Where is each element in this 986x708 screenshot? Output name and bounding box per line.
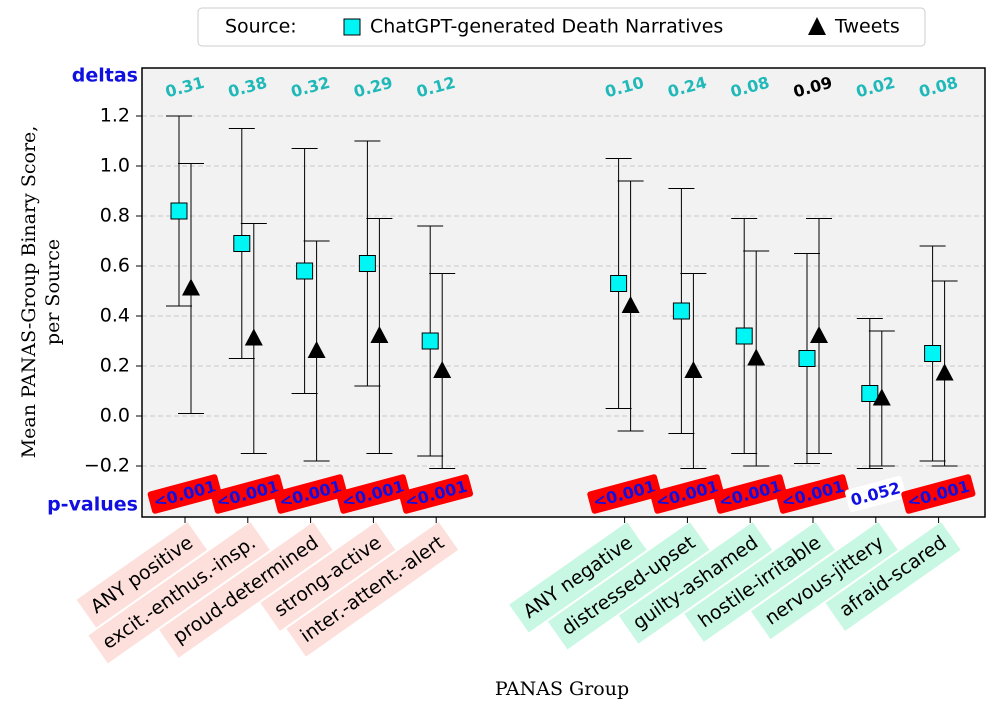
square-marker [798,350,816,367]
y-axis-label: Mean PANAS-Group Binary Score, [18,126,40,459]
p-value-box [336,474,411,514]
p-value-box [901,474,976,514]
triangle-marker [433,361,452,378]
x-axis-label: PANAS Group [495,678,629,700]
triangle-marker [747,348,766,366]
y-tick-label: 1.2 [100,105,130,127]
legend-marker [343,18,361,36]
triangle-marker [684,361,703,378]
p-values-label: p-values [47,494,138,516]
x-tick-box [618,522,773,644]
triangle-marker [307,341,326,358]
p-value-box [587,474,662,514]
square-marker [924,345,942,362]
triangle-marker [244,328,263,346]
x-tick-box [286,522,459,657]
y-tick-label: 0.0 [100,405,130,427]
legend-title: Source: [225,16,297,38]
deltas-label: deltas [72,65,138,87]
y-tick-label: 0.8 [100,205,130,227]
square-marker [672,302,690,320]
triangle-marker [935,363,954,381]
p-value-box [147,474,222,514]
y-tick-label: 0.4 [100,305,130,327]
p-value-box [398,474,474,514]
y-tick-label: 0.6 [100,255,130,277]
x-tick-box [159,522,333,658]
triangle-marker [182,278,200,296]
x-tick-box [684,522,836,642]
legend [197,7,926,47]
square-marker [735,327,753,345]
x-tick-box [260,522,396,631]
p-value-box [650,474,725,514]
plot-area [142,68,985,517]
triangle-marker [370,326,389,343]
square-marker [296,262,314,280]
x-tick-box [76,522,208,628]
p-value-box [775,474,850,514]
y-tick-label: −0.2 [84,455,130,477]
legend-label: Tweets [834,16,900,38]
p-value-box [844,476,907,513]
x-tick-box [547,522,710,650]
p-value-box [210,474,285,514]
plot-frame [141,67,986,518]
x-tick-box [509,522,647,633]
x-tick-box [751,522,898,640]
square-marker [358,255,376,272]
square-marker [610,275,628,292]
triangle-marker [872,388,891,406]
square-marker [170,202,188,220]
p-value-box [273,474,348,514]
triangle-marker [621,296,640,313]
y-tick-label: 0.2 [100,355,130,377]
y-axis-label: per Source [42,239,64,345]
legend-marker [808,17,826,35]
square-marker [233,235,251,252]
square-marker [861,385,879,402]
p-value-box [712,474,788,514]
x-tick-box [825,522,961,631]
square-marker [421,332,439,350]
triangle-marker [810,326,828,343]
y-tick-label: 1.0 [100,155,130,177]
legend-label: ChatGPT-generated Death Narratives [370,16,723,38]
x-tick-box [88,522,270,664]
